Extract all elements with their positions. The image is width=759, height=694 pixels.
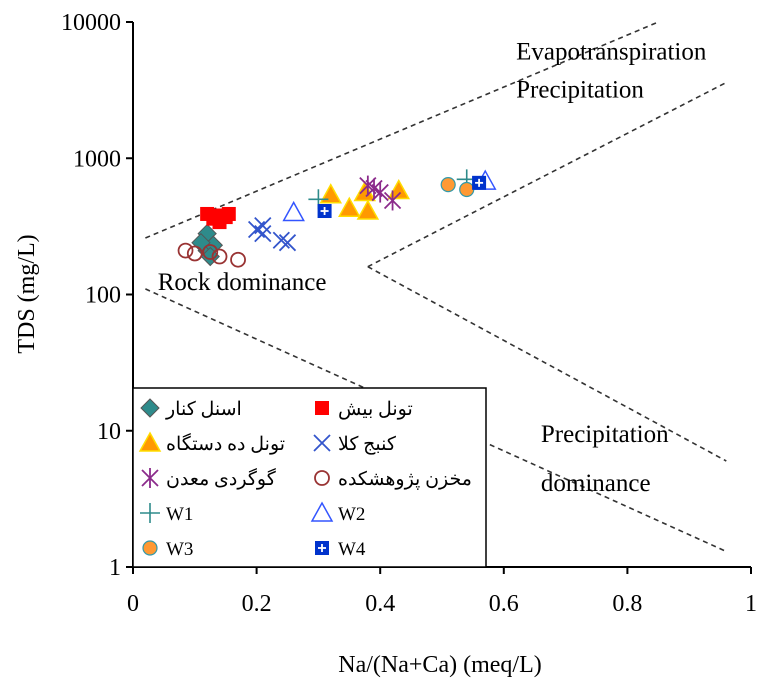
annotation-label: Precipitation [516,76,644,103]
data-point-series-3 [319,183,343,204]
legend-marker-5 [141,468,159,488]
data-point-series-6 [202,244,219,260]
legend-label: اسنل کنار [165,399,242,420]
x-axis-title: Na/(Na+Ca) (meq/L) [338,652,541,678]
data-point-series-9 [440,177,456,193]
y-tick-label: 10 [97,419,121,445]
annotation-label: Precipitation [541,421,669,448]
data-point-series-6 [211,248,228,265]
x-tick-label: 0.2 [242,591,272,617]
x-tick-label: 0.4 [365,591,395,617]
data-point-series-3 [387,178,411,200]
legend-box [132,387,487,568]
x-tick-label: 0.6 [489,591,519,617]
y-tick-label: 1 [109,555,121,581]
legend-label: تونل ده دستگاه [166,432,285,455]
data-point-series-4 [278,234,297,252]
data-point-series-4 [247,220,266,239]
y-axis-title: TDS (mg/L) [14,234,40,353]
y-tick-label: 100 [85,283,121,309]
boundary-precipitation-upper [367,265,727,462]
legend-marker-2 [315,401,329,415]
x-axis-ticks: 0 0.2 0.4 0.6 0.8 1 [127,567,757,617]
chart-annotations: Evapotranspiration Precipitation Rock domi… [158,39,707,498]
data-point-series-4 [272,231,290,249]
annotation-label: dominance [541,470,651,497]
legend-marker-9 [142,540,158,556]
legend-label: W4 [338,539,366,560]
legend-label: W1 [166,504,193,525]
boundary-evaporation-upper [145,21,659,239]
legend-marker-4 [313,434,331,452]
x-tick-label: 0.8 [612,591,642,617]
annotation-label: Rock dominance [158,269,327,296]
legend-marker-7 [140,503,160,523]
legend-marker-3 [138,431,162,452]
data-point-series-8 [282,200,305,222]
legend-label: گوگردی معدن [166,467,277,490]
data-point-series-6 [230,251,246,268]
data-point-series-10 [317,204,332,219]
data-point-series-2 [209,208,224,223]
x-tick-label: 1 [745,591,757,617]
legend-marker-8 [310,501,334,522]
y-tick-label: 1000 [73,146,121,172]
legend: اسنل کنار تونل بیش تونل ده دستگاه کنبج کلا گ… [132,387,487,568]
legend-label: کنبج کلا [338,434,397,455]
legend-label: تونل بیش [338,399,413,420]
legend-label: W2 [338,504,365,525]
boundary-evaporation-lower [367,81,727,268]
x-tick-label: 0 [127,591,139,617]
data-point-series-10 [472,175,487,190]
legend-marker-10 [315,541,329,555]
data-point-series-3 [338,196,361,217]
data-point-series-6 [186,245,203,262]
legend-label: مخزن پژوهشکده [338,469,472,490]
data-point-series-6 [177,242,194,259]
legend-marker-6 [314,470,330,486]
data-point-series-9 [459,181,475,198]
legend-label: W3 [166,539,193,560]
data-point-series-5 [371,182,389,203]
data-point-series-5 [383,190,402,211]
data-points [177,169,497,268]
data-point-series-3 [356,199,380,220]
y-tick-label: 10000 [61,10,121,36]
legend-marker-1 [140,398,160,418]
annotation-label: Evapotranspiration [516,39,707,66]
y-axis-ticks: 1 10 100 1000 10000 [61,10,133,581]
